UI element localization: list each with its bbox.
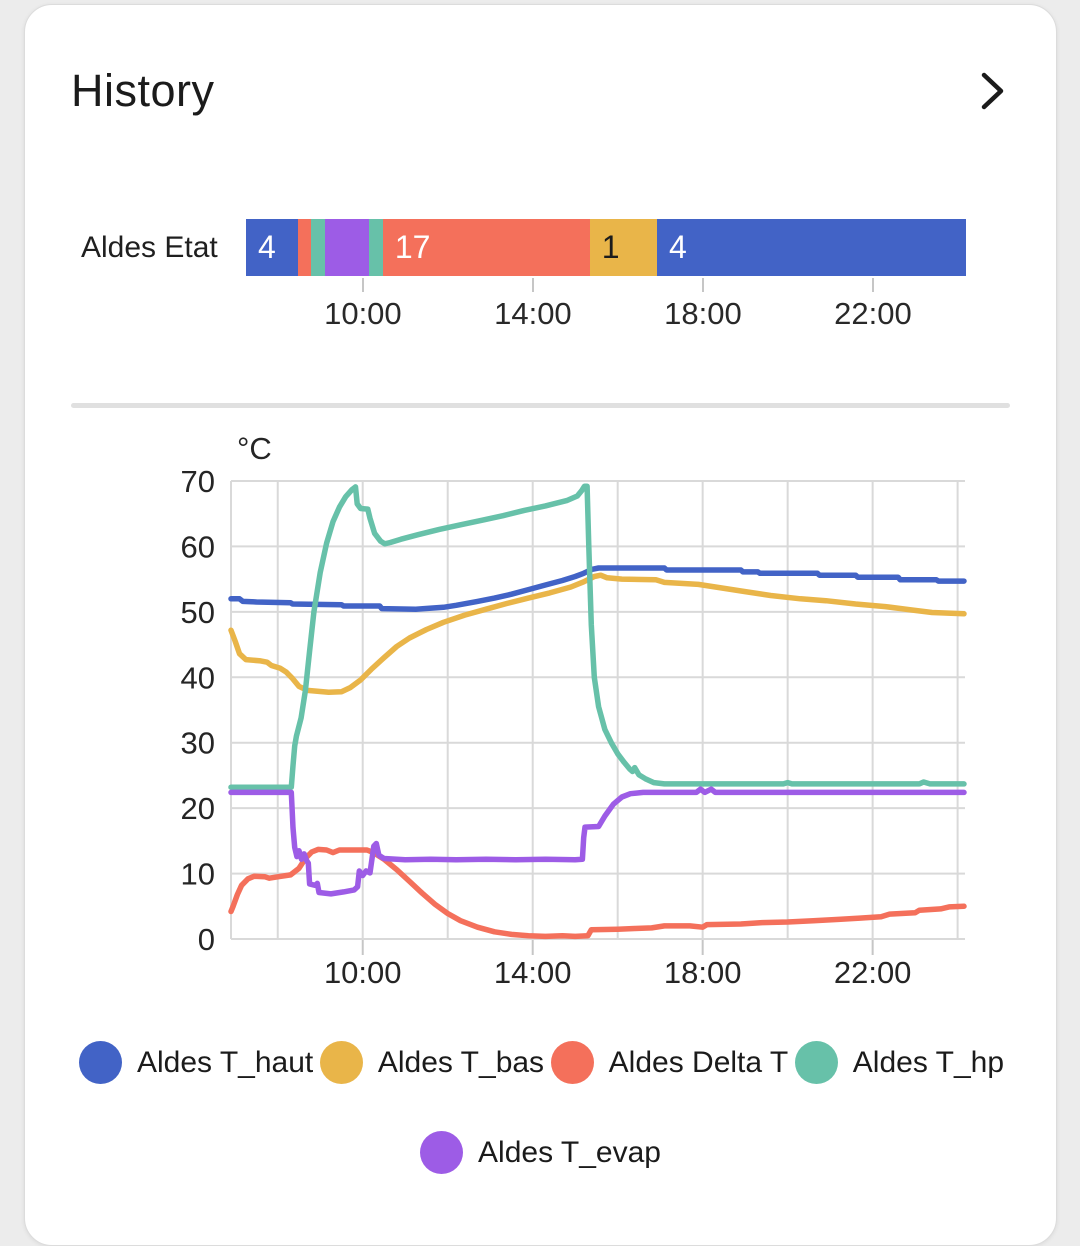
temperature-chart[interactable]: 0 10 20 30 40 50 60 70 °C 10:00 14:00 18:00 22:00 [25, 425, 1056, 1010]
timeline-tick-mark [701, 278, 704, 292]
timeline-tick-mark [871, 278, 874, 292]
legend-label: Aldes T_bas [377, 1045, 545, 1079]
timeline-segment-1[interactable] [297, 219, 312, 276]
timeline-time-axis: 10:00 14:00 18:00 22:00 [246, 278, 966, 340]
legend-color-dot [420, 1131, 464, 1174]
y-axis-label-60: 60 [181, 529, 215, 564]
history-card: History Aldes Etat 4 17 1 4 10:00 14:00 18:00… [24, 4, 1057, 1246]
legend-label: Aldes Delta T [608, 1045, 789, 1079]
timeline-tick-mark [531, 278, 534, 292]
series-aldes-delta-t [228, 846, 967, 940]
timeline-tick-label: 10:00 [324, 296, 402, 331]
state-timeline-row: Aldes Etat 4 17 1 4 [25, 219, 1056, 276]
series-aldes-t-evap [228, 786, 967, 897]
timeline-segment-7[interactable]: 4 [656, 219, 966, 276]
timeline-tick-label: 14:00 [494, 296, 572, 331]
y-axis-label-20: 20 [181, 791, 215, 826]
legend-item-aldes-delta-t[interactable]: Aldes Delta T [550, 1041, 789, 1084]
timeline-segment-2[interactable] [311, 219, 326, 276]
y-axis-label-40: 40 [181, 660, 215, 695]
chart-legend: Aldes T_haut Aldes T_bas Aldes Delta T Alde… [25, 1041, 1056, 1174]
timeline-segment-4[interactable] [368, 219, 383, 276]
y-axis-label-50: 50 [181, 595, 215, 630]
timeline-segment-label: 4 [668, 229, 687, 265]
x-axis-label: 22:00 [834, 955, 912, 990]
legend-color-dot [79, 1041, 122, 1084]
y-axis-unit-label: °C [237, 431, 272, 466]
series-aldes-t-hp [228, 483, 967, 790]
legend-item-aldes-t-bas[interactable]: Aldes T_bas [319, 1041, 545, 1084]
legend-label: Aldes T_evap [478, 1135, 661, 1169]
timeline-tick-label: 18:00 [664, 296, 742, 331]
timeline-tick-mark [361, 278, 364, 292]
legend-label: Aldes T_hp [852, 1045, 1004, 1079]
page-title: History [71, 65, 215, 116]
series-aldes-t-haut [228, 565, 967, 612]
timeline-segment-label: 1 [601, 229, 620, 265]
chevron-right-icon[interactable] [980, 70, 1006, 112]
section-divider [71, 403, 1010, 408]
legend-label: Aldes T_haut [137, 1045, 314, 1079]
timeline-segment-5[interactable]: 17 [382, 219, 590, 276]
timeline-segment-label: 4 [258, 229, 276, 265]
legend-item-aldes-t-haut[interactable]: Aldes T_haut [79, 1041, 313, 1084]
legend-color-dot [794, 1041, 838, 1084]
legend-color-dot [319, 1041, 363, 1084]
x-axis-label: 14:00 [494, 955, 572, 990]
timeline-segment-0[interactable]: 4 [246, 219, 298, 276]
legend-row-1: Aldes T_haut Aldes T_bas Aldes Delta T Alde… [25, 1041, 1056, 1084]
y-axis-label-70: 70 [181, 464, 215, 499]
series-aldes-t-bas [228, 572, 967, 696]
y-axis-label-0: 0 [198, 922, 215, 957]
state-timeline-bar[interactable]: 4 17 1 4 [246, 219, 966, 276]
timeline-segment-3[interactable] [325, 219, 369, 276]
legend-item-aldes-t-hp[interactable]: Aldes T_hp [794, 1041, 1004, 1084]
card-header: History [71, 61, 1006, 121]
y-axis-label-10: 10 [181, 857, 215, 892]
timeline-segment-label: 17 [394, 229, 431, 265]
x-axis-label: 18:00 [664, 955, 742, 990]
y-axis-label-30: 30 [181, 726, 215, 761]
timeline-segment-6[interactable]: 1 [589, 219, 657, 276]
legend-row-2: Aldes T_evap [25, 1131, 1056, 1174]
timeline-entity-label: Aldes Etat [81, 230, 218, 264]
legend-color-dot [550, 1041, 594, 1084]
timeline-tick-label: 22:00 [834, 296, 912, 331]
x-axis-label: 10:00 [324, 955, 402, 990]
legend-item-aldes-t-evap[interactable]: Aldes T_evap [420, 1131, 661, 1174]
